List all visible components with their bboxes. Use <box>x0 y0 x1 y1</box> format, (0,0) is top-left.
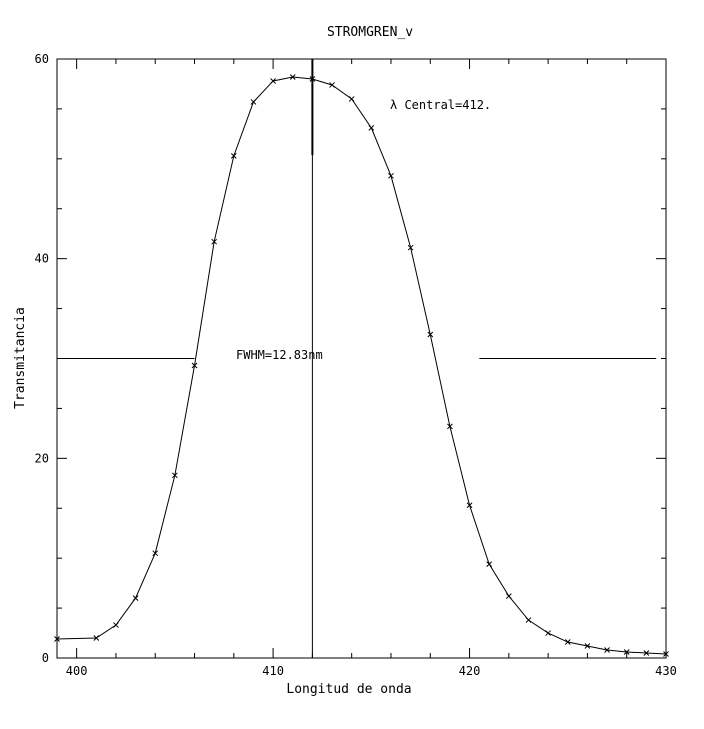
data-point <box>172 472 178 479</box>
data-point <box>604 647 610 653</box>
chart-title: STROMGREN_v <box>327 25 413 40</box>
y-axis-label: Transmitancia <box>13 307 28 409</box>
data-point <box>132 595 139 601</box>
x-tick-label: 420 <box>459 664 481 678</box>
fwhm-annotation: FWHM=12.83nm <box>236 348 323 362</box>
data-point <box>584 643 591 649</box>
data-point <box>230 152 237 159</box>
series-line <box>56 76 667 655</box>
data-point <box>486 561 493 568</box>
data-point <box>191 362 198 369</box>
x-tick-label: 410 <box>262 664 284 678</box>
x-axis-label: Longitud de onda <box>286 682 411 697</box>
reference-lines <box>57 59 657 658</box>
data-point <box>427 331 434 338</box>
y-tick-label: 40 <box>35 252 49 266</box>
central-wavelength-annotation: λ Central=412. <box>390 98 491 112</box>
data-point <box>113 622 119 628</box>
data-point <box>407 244 414 251</box>
data-series <box>54 74 669 657</box>
data-point <box>564 639 571 645</box>
data-point <box>270 78 276 84</box>
data-point <box>368 125 375 131</box>
axis-tick-labels: 400 410 420 430 0 20 40 60 <box>35 52 677 678</box>
data-point <box>466 502 473 509</box>
data-point <box>505 593 512 599</box>
data-point <box>663 651 669 657</box>
data-point <box>643 650 650 656</box>
data-point <box>309 76 316 82</box>
data-point <box>152 550 159 557</box>
data-point <box>329 82 335 88</box>
y-tick-label: 60 <box>35 52 49 66</box>
data-point <box>348 96 355 102</box>
data-point <box>93 635 100 641</box>
data-point <box>545 630 551 636</box>
y-tick-label: 20 <box>35 451 49 465</box>
x-tick-label: 400 <box>66 664 88 678</box>
data-point <box>289 74 296 80</box>
data-point <box>388 172 394 179</box>
data-point <box>54 636 60 642</box>
data-point <box>211 238 218 245</box>
data-point <box>525 617 532 623</box>
x-tick-label: 430 <box>655 664 677 678</box>
data-point <box>250 99 257 105</box>
data-point <box>447 423 453 430</box>
y-tick-label: 0 <box>42 651 49 665</box>
data-point <box>623 649 630 655</box>
